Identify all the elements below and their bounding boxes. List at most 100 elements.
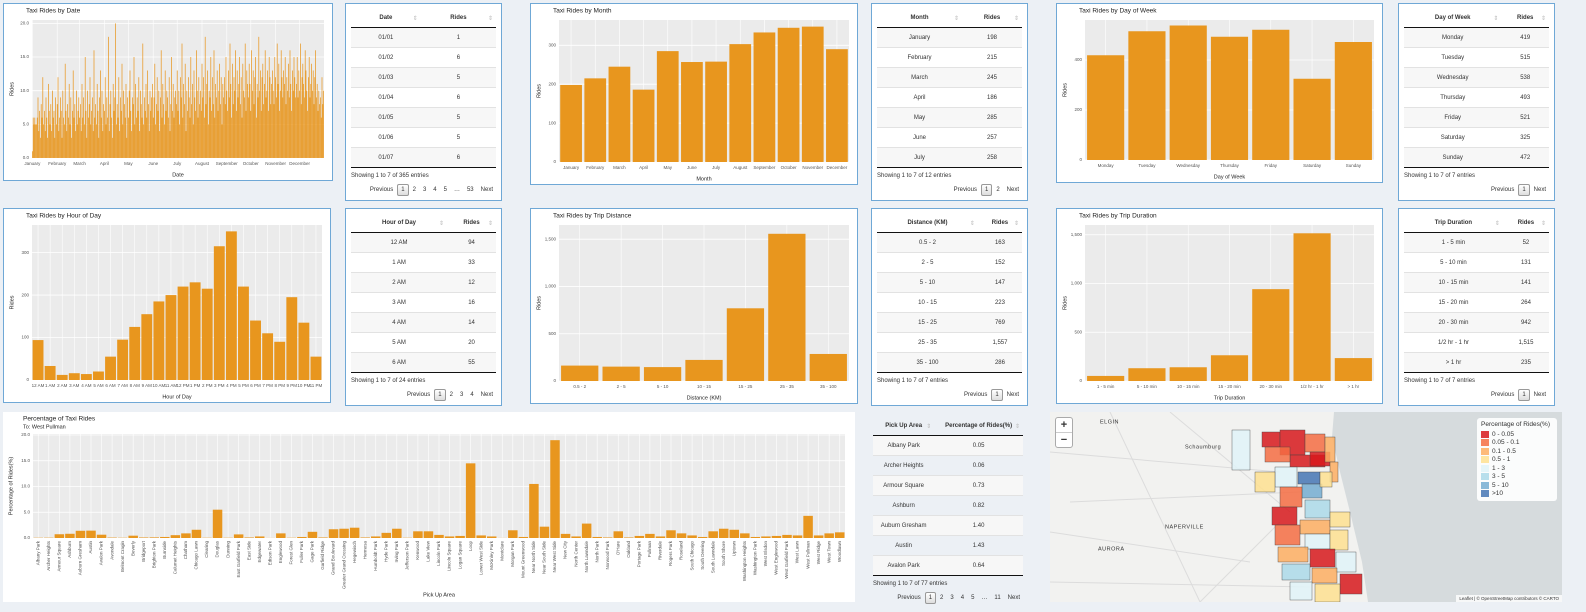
x-tick-label: South Lawndale [710,541,715,574]
bar [193,70,195,158]
table-row: 10 - 15 min 141 [1404,272,1549,293]
bar [134,124,136,158]
bar [220,104,221,158]
page-button[interactable]: 1 [1518,389,1530,401]
bar [251,50,252,159]
page-button[interactable]: 1 [980,184,993,196]
x-tick-label: South Chicago [689,541,694,571]
table-row: Ashburn 0.82 [873,495,1023,516]
y-axis-title: Rides [536,296,542,310]
bar [297,97,299,158]
column-header[interactable]: Date [351,8,421,28]
x-tick-label: Lincoln Park [436,540,441,566]
column-header[interactable]: Rides [420,8,496,28]
page-button[interactable]: 1 [924,592,937,604]
x-tick-label: 6 PM [250,383,261,388]
column-header[interactable]: Hour of Day [351,213,448,233]
bar [80,374,92,380]
page-button[interactable]: Previous [897,595,921,601]
column-header[interactable]: Day of Week [1404,8,1502,28]
page-button[interactable]: 1 [991,389,1003,401]
table-row: Thursday 493 [1404,87,1549,108]
table-cell: 1 - 5 min [1404,232,1503,253]
page-button[interactable]: Previous [406,392,431,398]
column-header[interactable]: Trip Duration [1404,213,1503,233]
bar [86,137,88,158]
bar [666,530,676,538]
page-button[interactable]: 1 [434,389,446,401]
table-panel: Day of WeekRidesMonday419Tuesday515Wedne… [1398,3,1555,201]
page-button[interactable]: 3 [422,187,427,193]
table-row: 2 AM 12 [351,272,496,293]
page-button[interactable]: … [453,187,460,193]
page-button[interactable]: Next [1533,392,1546,398]
column-header[interactable]: Percentage of Rides(%) [934,416,1023,436]
table-row: Albany Park 0.05 [873,435,1023,456]
y-tick-label: 0 [553,378,556,383]
bar [305,70,307,158]
x-tick-label: 5 PM [238,383,249,388]
x-tick-label: August [195,161,210,166]
bar [550,440,560,538]
bar [157,110,159,158]
page-button[interactable]: 5 [971,595,975,601]
column-header[interactable]: Distance (KM) [877,213,978,233]
x-tick-label: October [781,165,798,170]
page-button[interactable]: 11 [994,595,1001,601]
page-button[interactable]: Previous [369,187,394,193]
x-tick-label: Saturday [1303,163,1322,168]
column-header[interactable]: Rides [1502,213,1549,233]
page-button[interactable]: Previous [963,392,988,398]
bar [191,104,192,158]
bar [124,117,126,158]
page-button[interactable]: Next [480,187,493,193]
zoom-button[interactable]: + [1060,419,1068,431]
bar [166,90,168,158]
column-header[interactable]: Rides [447,213,496,233]
page-button[interactable]: 3 [459,392,464,398]
page-button[interactable]: 2 [940,595,944,601]
zoom-button[interactable]: − [1056,432,1072,447]
page-button[interactable]: 4 [433,187,437,193]
bar [317,110,319,158]
map-attribution[interactable]: Leaflet | © OpenStreetMap contributors ©… [1456,595,1562,602]
page-button[interactable]: 2 [449,392,453,398]
page-button[interactable]: Next [1006,392,1019,398]
page-button[interactable]: Next [1533,187,1546,193]
table-cell: 5 [420,127,496,148]
x-tick-label: December [827,165,848,170]
bar [116,124,117,158]
page-button[interactable]: Next [1007,595,1020,601]
column-header[interactable]: Rides [1501,8,1549,28]
page-button[interactable]: Previous [953,187,977,193]
legend-swatch [1481,481,1489,489]
bar [206,83,208,158]
column-header[interactable]: Month [877,8,963,28]
page-button[interactable]: Next [480,392,493,398]
bar [150,110,152,158]
page-button[interactable]: 53 [466,187,474,193]
column-header[interactable]: Rides [977,213,1022,233]
bar [161,117,163,158]
page-button[interactable]: 5 [443,187,447,193]
page-button[interactable]: Previous [1490,392,1515,398]
column-header[interactable]: Rides [962,8,1022,28]
page-button[interactable]: 4 [960,595,965,601]
x-tick-label: Brighton Park [151,540,156,568]
page-button[interactable]: 1 [1518,184,1530,196]
legend-item: 1 - 3 [1481,464,1553,473]
page-button[interactable]: Next [1006,187,1019,193]
bar [244,537,254,538]
table-row: Saturday 325 [1404,127,1549,148]
map[interactable]: ELGIN Schaumburg NAPERVILLE AURORA + − Percent… [1050,412,1562,602]
page-button[interactable]: 4 [470,392,474,398]
page-button[interactable]: 2 [412,187,416,193]
page-button[interactable]: … [981,595,988,601]
table-cell: 1/2 hr - 1 hr [1404,332,1503,353]
page-button[interactable]: 2 [996,187,1000,193]
page-button[interactable]: Previous [1490,187,1515,193]
column-header[interactable]: Pick Up Area [873,416,935,436]
page-button[interactable]: 1 [397,184,409,196]
bar [824,533,834,538]
page-button[interactable]: 3 [950,595,954,601]
